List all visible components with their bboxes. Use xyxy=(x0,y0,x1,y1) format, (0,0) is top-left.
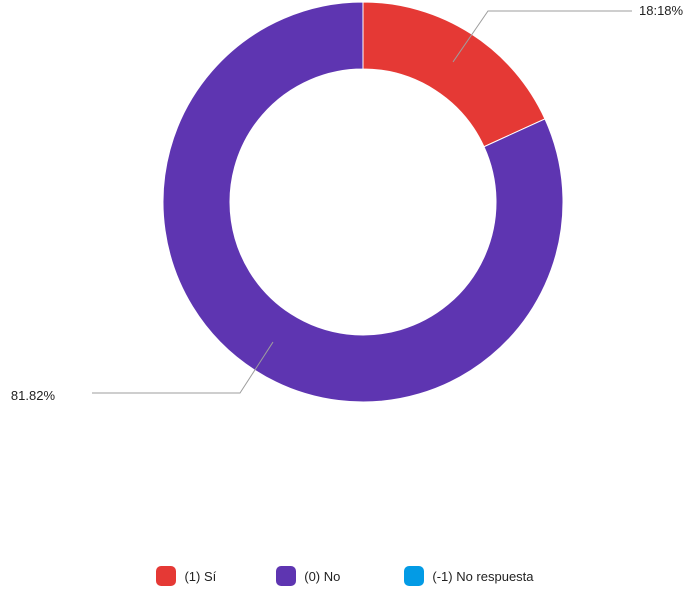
slice-0-no[interactable] xyxy=(162,1,564,403)
label-leader-lines xyxy=(92,10,632,394)
slice-labels: 18:18% 81.82% xyxy=(11,3,684,403)
leader-line-0-no xyxy=(92,341,274,394)
legend-label-no: (0) No xyxy=(304,568,341,584)
legend-item-no-respuesta[interactable]: (-1) No respuesta xyxy=(404,566,534,586)
donut-slices xyxy=(162,1,564,403)
legend-swatch-no-respuesta xyxy=(404,566,425,586)
legend-label-no-respuesta: (-1) No respuesta xyxy=(432,568,534,584)
legend-swatch-si xyxy=(156,566,177,586)
legend: (1) Sí (0) No (-1) No respuesta xyxy=(0,566,699,586)
legend-item-si[interactable]: (1) Sí xyxy=(156,566,216,586)
data-label-1-s: 18:18% xyxy=(639,3,684,18)
legend-swatch-no xyxy=(276,566,297,586)
slice-1-s[interactable] xyxy=(362,1,546,148)
leader-line-1-s xyxy=(452,10,632,63)
data-label-0-no: 81.82% xyxy=(11,388,56,403)
legend-item-no[interactable]: (0) No xyxy=(276,566,340,586)
legend-label-si: (1) Sí xyxy=(184,568,217,584)
